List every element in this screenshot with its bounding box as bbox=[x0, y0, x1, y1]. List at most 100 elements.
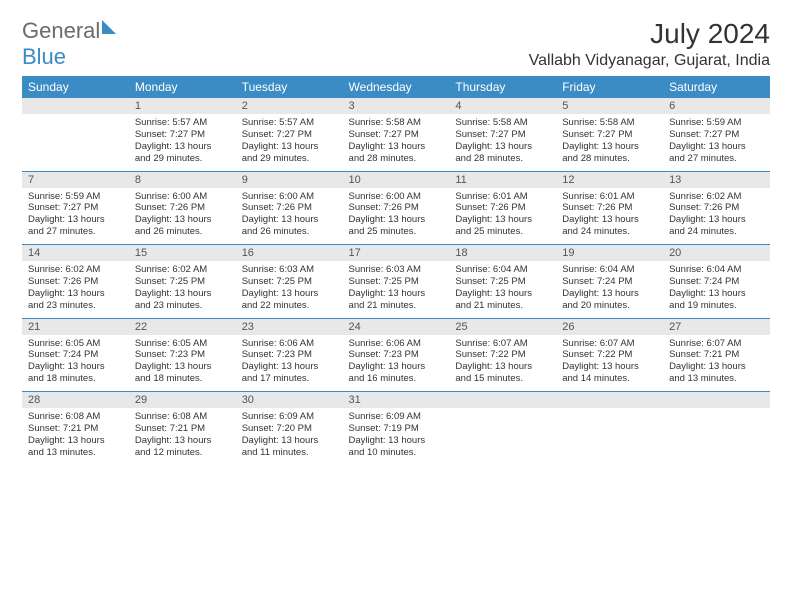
day-header: Saturday bbox=[663, 76, 770, 98]
day-body bbox=[22, 114, 129, 170]
day-header: Tuesday bbox=[236, 76, 343, 98]
logo-text-blue: Blue bbox=[22, 44, 66, 69]
logo-text-general: General bbox=[22, 18, 100, 43]
day-number: 24 bbox=[343, 319, 450, 335]
sunset-line: Sunset: 7:26 PM bbox=[242, 202, 337, 214]
calendar-cell: 12Sunrise: 6:01 AMSunset: 7:26 PMDayligh… bbox=[556, 171, 663, 245]
calendar-cell: 26Sunrise: 6:07 AMSunset: 7:22 PMDayligh… bbox=[556, 318, 663, 392]
day-number bbox=[663, 392, 770, 408]
daylight-line: Daylight: 13 hours and 22 minutes. bbox=[242, 288, 337, 312]
daylight-line: Daylight: 13 hours and 21 minutes. bbox=[455, 288, 550, 312]
calendar-cell bbox=[663, 392, 770, 465]
daylight-line: Daylight: 13 hours and 25 minutes. bbox=[349, 214, 444, 238]
daylight-line: Daylight: 13 hours and 26 minutes. bbox=[135, 214, 230, 238]
calendar-cell: 11Sunrise: 6:01 AMSunset: 7:26 PMDayligh… bbox=[449, 171, 556, 245]
day-number: 23 bbox=[236, 319, 343, 335]
day-number: 19 bbox=[556, 245, 663, 261]
day-number: 14 bbox=[22, 245, 129, 261]
day-header: Sunday bbox=[22, 76, 129, 98]
calendar-cell: 10 Sunrise: 6:00 AMSunset: 7:26 PMDayligh… bbox=[343, 171, 450, 245]
sunset-line: Sunset: 7:27 PM bbox=[135, 129, 230, 141]
calendar-cell: 17Sunrise: 6:03 AMSunset: 7:25 PMDayligh… bbox=[343, 245, 450, 319]
day-body: Sunrise: 6:07 AMSunset: 7:22 PMDaylight:… bbox=[556, 335, 663, 392]
day-number: 27 bbox=[663, 319, 770, 335]
title-block: July 2024 Vallabh Vidyanagar, Gujarat, I… bbox=[529, 18, 770, 70]
sunrise-line: Sunrise: 5:58 AM bbox=[349, 117, 444, 129]
day-number: 5 bbox=[556, 98, 663, 114]
sunrise-line: Sunrise: 6:08 AM bbox=[135, 411, 230, 423]
sunrise-line: Sunrise: 6:02 AM bbox=[135, 264, 230, 276]
day-body: Sunrise: 6:00 AMSunset: 7:26 PMDaylight:… bbox=[129, 188, 236, 245]
sunrise-line: Sunrise: 6:07 AM bbox=[562, 338, 657, 350]
day-number: 31 bbox=[343, 392, 450, 408]
day-number: 21 bbox=[22, 319, 129, 335]
calendar-cell: 24Sunrise: 6:06 AMSunset: 7:23 PMDayligh… bbox=[343, 318, 450, 392]
day-number: 2 bbox=[236, 98, 343, 114]
day-body: Sunrise: 5:58 AMSunset: 7:27 PMDaylight:… bbox=[556, 114, 663, 171]
sunrise-line: Sunrise: 6:04 AM bbox=[669, 264, 764, 276]
daylight-line: Daylight: 13 hours and 18 minutes. bbox=[28, 361, 123, 385]
day-number: 29 bbox=[129, 392, 236, 408]
day-number: 6 bbox=[663, 98, 770, 114]
calendar-cell: 6Sunrise: 5:59 AMSunset: 7:27 PMDaylight… bbox=[663, 98, 770, 171]
day-body: Sunrise: 6:04 AMSunset: 7:25 PMDaylight:… bbox=[449, 261, 556, 318]
sunrise-line: Sunrise: 5:57 AM bbox=[242, 117, 337, 129]
sunset-line: Sunset: 7:27 PM bbox=[28, 202, 123, 214]
day-number: 28 bbox=[22, 392, 129, 408]
calendar-cell: 25Sunrise: 6:07 AMSunset: 7:22 PMDayligh… bbox=[449, 318, 556, 392]
day-body: Sunrise: 6:01 AMSunset: 7:26 PMDaylight:… bbox=[449, 188, 556, 245]
daylight-line: Daylight: 13 hours and 27 minutes. bbox=[28, 214, 123, 238]
day-number: 11 bbox=[449, 172, 556, 188]
sunrise-line: Sunrise: 6:05 AM bbox=[135, 338, 230, 350]
calendar-cell: 20Sunrise: 6:04 AMSunset: 7:24 PMDayligh… bbox=[663, 245, 770, 319]
day-number: 9 bbox=[236, 172, 343, 188]
sunset-line: Sunset: 7:26 PM bbox=[455, 202, 550, 214]
sunset-line: Sunset: 7:22 PM bbox=[455, 349, 550, 361]
sunset-line: Sunset: 7:21 PM bbox=[28, 423, 123, 435]
day-body: Sunrise: 6:03 AMSunset: 7:25 PMDaylight:… bbox=[236, 261, 343, 318]
day-number bbox=[556, 392, 663, 408]
sunrise-line: Sunrise: 6:08 AM bbox=[28, 411, 123, 423]
sunrise-line: Sunrise: 6:06 AM bbox=[349, 338, 444, 350]
daylight-line: Daylight: 13 hours and 27 minutes. bbox=[669, 141, 764, 165]
calendar-cell: 28Sunrise: 6:08 AMSunset: 7:21 PMDayligh… bbox=[22, 392, 129, 465]
day-number: 7 bbox=[22, 172, 129, 188]
calendar-cell: 19Sunrise: 6:04 AMSunset: 7:24 PMDayligh… bbox=[556, 245, 663, 319]
calendar-cell bbox=[22, 98, 129, 171]
day-body: Sunrise: 5:59 AMSunset: 7:27 PMDaylight:… bbox=[22, 188, 129, 245]
calendar-cell bbox=[556, 392, 663, 465]
day-number: 1 bbox=[129, 98, 236, 114]
sunset-line: Sunset: 7:24 PM bbox=[28, 349, 123, 361]
day-body: Sunrise: 6:02 AMSunset: 7:26 PMDaylight:… bbox=[663, 188, 770, 245]
sunset-line: Sunset: 7:23 PM bbox=[135, 349, 230, 361]
sunset-line: Sunset: 7:27 PM bbox=[349, 129, 444, 141]
day-body: Sunrise: 6:03 AMSunset: 7:25 PMDaylight:… bbox=[343, 261, 450, 318]
sunset-line: Sunset: 7:19 PM bbox=[349, 423, 444, 435]
sunset-line: Sunset: 7:27 PM bbox=[455, 129, 550, 141]
sunrise-line: Sunrise: 5:59 AM bbox=[28, 191, 123, 203]
sunset-line: Sunset: 7:21 PM bbox=[135, 423, 230, 435]
day-header: Friday bbox=[556, 76, 663, 98]
sunrise-line: Sunrise: 5:59 AM bbox=[669, 117, 764, 129]
sunrise-line: Sunrise: 6:01 AM bbox=[455, 191, 550, 203]
day-body: Sunrise: 6:06 AMSunset: 7:23 PMDaylight:… bbox=[343, 335, 450, 392]
daylight-line: Daylight: 13 hours and 24 minutes. bbox=[562, 214, 657, 238]
sunset-line: Sunset: 7:26 PM bbox=[669, 202, 764, 214]
daylight-line: Daylight: 13 hours and 10 minutes. bbox=[349, 435, 444, 459]
sunrise-line: Sunrise: 6:05 AM bbox=[28, 338, 123, 350]
sunset-line: Sunset: 7:26 PM bbox=[562, 202, 657, 214]
daylight-line: Daylight: 13 hours and 29 minutes. bbox=[242, 141, 337, 165]
sunrise-line: Sunrise: 6:00 AM bbox=[349, 191, 444, 203]
daylight-line: Daylight: 13 hours and 23 minutes. bbox=[28, 288, 123, 312]
calendar-body: 1Sunrise: 5:57 AMSunset: 7:27 PMDaylight… bbox=[22, 98, 770, 465]
calendar-cell: 22Sunrise: 6:05 AMSunset: 7:23 PMDayligh… bbox=[129, 318, 236, 392]
day-body: Sunrise: 6:07 AMSunset: 7:21 PMDaylight:… bbox=[663, 335, 770, 392]
day-number bbox=[22, 98, 129, 114]
day-body: Sunrise: 5:58 AMSunset: 7:27 PMDaylight:… bbox=[449, 114, 556, 171]
day-body: Sunrise: 5:59 AMSunset: 7:27 PMDaylight:… bbox=[663, 114, 770, 171]
calendar-week-row: 28Sunrise: 6:08 AMSunset: 7:21 PMDayligh… bbox=[22, 392, 770, 465]
day-number: 10 bbox=[343, 172, 450, 188]
day-number: 17 bbox=[343, 245, 450, 261]
daylight-line: Daylight: 13 hours and 23 minutes. bbox=[135, 288, 230, 312]
sunset-line: Sunset: 7:26 PM bbox=[349, 202, 444, 214]
